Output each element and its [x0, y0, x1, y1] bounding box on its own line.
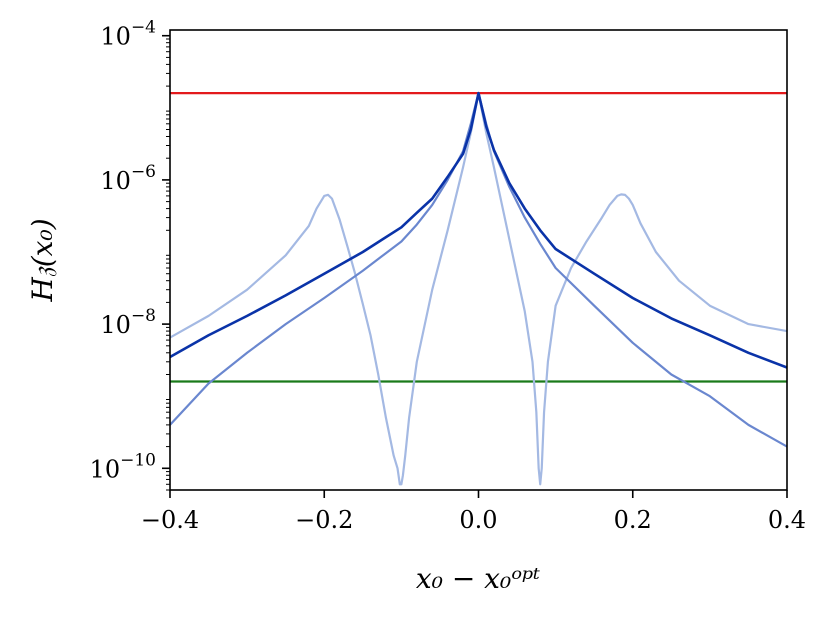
plot-background	[170, 30, 787, 490]
series-line-5	[170, 91, 787, 369]
y-tick-label: 10−4	[100, 18, 156, 51]
y-tick-label: 10−6	[100, 162, 156, 195]
x-tick-label: 0.4	[768, 506, 806, 534]
y-tick-label: 10−8	[100, 306, 156, 339]
x-tick-label: 0.0	[459, 506, 497, 534]
x-tick-label: −0.2	[295, 506, 353, 534]
x-axis-label: x₀ − x₀ᵒᵖᵗ	[416, 562, 540, 595]
y-tick-label: 10−10	[90, 450, 156, 483]
y-axis: 10−4 10−6 10−8 10−10	[90, 18, 170, 491]
y-axis-label: H𝔷(x₀)	[26, 218, 59, 302]
x-axis: −0.4 −0.2 0.0 0.2 0.4	[141, 490, 806, 534]
series-layer	[170, 91, 787, 486]
x-tick-label: 0.2	[614, 506, 652, 534]
x-tick-label: −0.4	[141, 506, 199, 534]
